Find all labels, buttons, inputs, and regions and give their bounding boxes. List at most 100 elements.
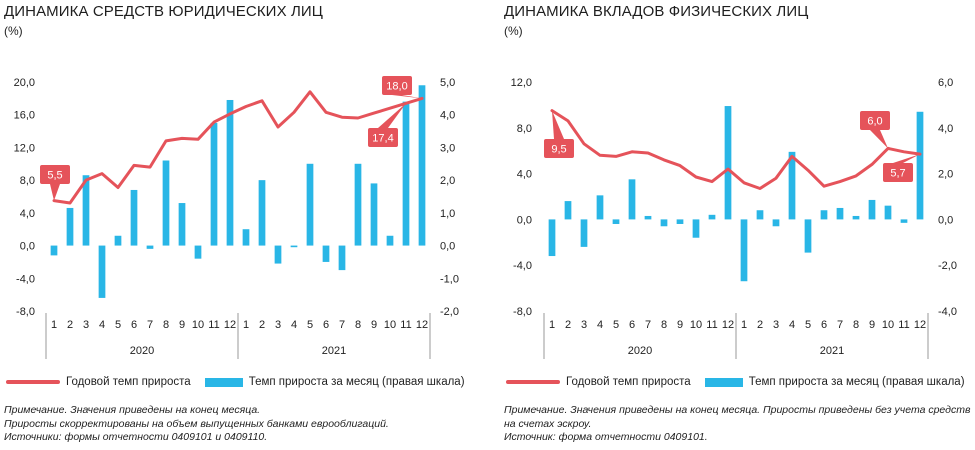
x-axis-month-label: 12 bbox=[914, 319, 926, 331]
x-axis-month-label: 6 bbox=[629, 319, 635, 331]
callout-box bbox=[368, 128, 398, 147]
bar bbox=[418, 85, 426, 246]
data-callout: 17,4 bbox=[368, 103, 406, 147]
right-axis-tick-label: -4,0 bbox=[938, 306, 957, 318]
callout-box bbox=[382, 76, 412, 95]
note-line: Примечание. Значения приведены на конец … bbox=[4, 404, 261, 416]
legend-bar-label: Темп прироста за месяц (правая шкала) bbox=[748, 376, 965, 388]
legend-bar-label: Темп прироста за месяц (правая шкала) bbox=[248, 376, 465, 388]
callout-label: 5,5 bbox=[47, 170, 62, 182]
bar bbox=[226, 99, 234, 246]
bar bbox=[50, 245, 58, 256]
data-callout: 6,0 bbox=[860, 111, 890, 149]
legend-bar-swatch bbox=[704, 377, 743, 387]
callout-pointer bbox=[378, 103, 406, 128]
x-axis-month-label: 8 bbox=[163, 319, 169, 331]
data-callout: 5,5 bbox=[40, 165, 70, 201]
x-axis-month-label: 2 bbox=[67, 319, 73, 331]
left-axis-tick-label: 4,0 bbox=[517, 169, 532, 181]
bar bbox=[162, 160, 170, 246]
bar bbox=[242, 229, 250, 246]
legend-bar-swatch bbox=[204, 377, 243, 387]
x-axis-month-label: 4 bbox=[789, 319, 795, 331]
x-axis-year-label: 2020 bbox=[628, 345, 652, 357]
bar bbox=[852, 215, 860, 220]
data-callout: 9,5 bbox=[544, 110, 574, 158]
chart-notes: Примечание. Значения приведены на конец … bbox=[504, 404, 974, 445]
left-axis-tick-label: -4,0 bbox=[513, 260, 532, 272]
right-axis-tick-label: -2,0 bbox=[440, 306, 459, 318]
bar bbox=[836, 207, 844, 220]
right-axis-tick-label: 2,0 bbox=[440, 175, 455, 187]
x-axis-month-label: 7 bbox=[147, 319, 153, 331]
x-axis-month-label: 9 bbox=[677, 319, 683, 331]
bar bbox=[580, 219, 588, 247]
left-axis-tick-label: -8,0 bbox=[16, 306, 35, 318]
x-axis-month-label: 2 bbox=[259, 319, 265, 331]
x-axis-month-label: 3 bbox=[773, 319, 779, 331]
bar bbox=[338, 245, 346, 271]
chart-individual-deposits: 12,0 8,0 4,0 0,0 -4,0 -8,0 6,0 4,0 2,0 0,0 -2,0 -4,… bbox=[511, 77, 957, 359]
x-axis-month-label: 4 bbox=[291, 319, 297, 331]
x-axis-month-label: 6 bbox=[821, 319, 827, 331]
callout-box bbox=[860, 111, 890, 130]
bar bbox=[884, 205, 892, 220]
x-axis-year-label: 2021 bbox=[820, 345, 844, 357]
note-line: Примечание. Значения приведены на конец … bbox=[504, 404, 971, 430]
left-axis-tick-label: 8,0 bbox=[517, 123, 532, 135]
bar bbox=[820, 210, 828, 220]
x-axis-month-label: 8 bbox=[661, 319, 667, 331]
x-axis-month-label: 8 bbox=[853, 319, 859, 331]
right-axis-tick-label: 0,0 bbox=[938, 214, 953, 226]
bar bbox=[772, 219, 780, 227]
x-axis-month-label: 11 bbox=[208, 319, 219, 331]
right-axis-tick-label: 0,0 bbox=[440, 241, 455, 253]
chart-title: ДИНАМИКА ВКЛАДОВ ФИЗИЧЕСКИХ ЛИЦ bbox=[504, 3, 809, 20]
callout-label: 9,5 bbox=[551, 144, 566, 156]
x-axis-month-label: 9 bbox=[371, 319, 377, 331]
x-axis-month-label: 7 bbox=[645, 319, 651, 331]
callout-pointer bbox=[552, 110, 564, 139]
x-axis-month-label: 5 bbox=[805, 319, 811, 331]
x-axis-month-label: 7 bbox=[339, 319, 345, 331]
x-axis-month-label: 3 bbox=[581, 319, 587, 331]
bar bbox=[210, 122, 218, 246]
chart-legal-entities: 20,016,012,08,04,00,0-4,0-8,05,04,03,02,… bbox=[14, 76, 459, 359]
callout-label: 17,4 bbox=[372, 133, 393, 145]
chart-notes: Примечание. Значения приведены на конец … bbox=[4, 404, 389, 445]
bar bbox=[130, 189, 138, 246]
bar bbox=[612, 219, 620, 224]
bar bbox=[290, 245, 298, 248]
bar bbox=[724, 106, 732, 220]
bar bbox=[82, 175, 90, 246]
bar bbox=[900, 219, 908, 223]
x-axis-month-label: 5 bbox=[613, 319, 619, 331]
bar bbox=[660, 219, 668, 227]
bar bbox=[676, 219, 684, 224]
x-axis-year-label: 2020 bbox=[130, 345, 154, 357]
x-axis-year-label: 2021 bbox=[322, 345, 346, 357]
x-axis-month-label: 6 bbox=[323, 319, 329, 331]
callout-box bbox=[544, 139, 574, 158]
bar bbox=[98, 245, 106, 298]
series-line bbox=[550, 109, 922, 190]
bar bbox=[804, 219, 812, 253]
chart-panel-legal-entities: ДИНАМИКА СРЕДСТВ ЮРИДИЧЕСКИХ ЛИЦ (%) 20,… bbox=[0, 0, 487, 450]
x-axis-month-label: 10 bbox=[882, 319, 894, 331]
callout-box bbox=[883, 163, 913, 182]
x-axis-month-label: 5 bbox=[115, 319, 121, 331]
bar bbox=[548, 219, 556, 257]
x-axis-month-label: 7 bbox=[837, 319, 843, 331]
x-axis-month-label: 10 bbox=[690, 319, 702, 331]
bar bbox=[386, 235, 394, 246]
left-axis-tick-label: 20,0 bbox=[14, 77, 35, 89]
bar bbox=[146, 245, 154, 249]
bar bbox=[916, 111, 924, 220]
x-axis-month-label: 4 bbox=[99, 319, 105, 331]
x-axis-month-label: 12 bbox=[224, 319, 236, 331]
x-axis-month-label: 5 bbox=[307, 319, 313, 331]
legend-line-swatch bbox=[506, 380, 560, 384]
x-axis-month-label: 4 bbox=[597, 319, 603, 331]
x-axis-month-label: 11 bbox=[706, 319, 717, 331]
bar bbox=[178, 203, 186, 246]
